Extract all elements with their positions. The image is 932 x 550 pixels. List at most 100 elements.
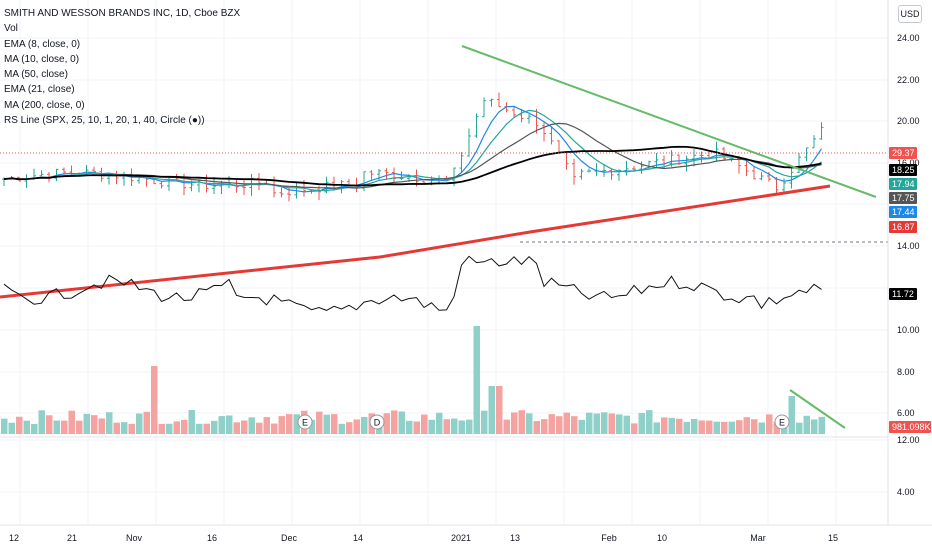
volume-bar — [271, 423, 278, 434]
volume-bar — [623, 415, 630, 434]
volume-bar — [278, 416, 285, 434]
volume-bar — [466, 419, 473, 434]
price-tag — [889, 288, 917, 300]
volume-bar — [556, 416, 563, 434]
event-marker-label: E — [302, 418, 308, 428]
volume-bar — [308, 419, 315, 434]
legend-vol[interactable]: Vol — [4, 23, 18, 35]
volume-bar — [113, 422, 120, 434]
price-tag — [889, 178, 917, 190]
price-tag — [889, 164, 917, 176]
volume-bar — [481, 410, 488, 434]
legend-ema8[interactable]: EMA (8, close, 0) — [4, 38, 81, 50]
event-marker — [369, 414, 385, 430]
volume-bar — [331, 414, 338, 434]
volume-bar — [76, 420, 83, 434]
volume-bar — [188, 410, 195, 434]
volume-bar — [166, 423, 173, 434]
volume-bar — [16, 416, 23, 434]
volume-bar — [1, 418, 8, 434]
volume-bar — [346, 422, 353, 434]
volume-bar — [413, 421, 420, 434]
volume-bar — [736, 420, 743, 434]
volume-bar — [61, 420, 68, 434]
volume-bar — [151, 366, 158, 434]
volume-bar — [436, 412, 443, 434]
volume-bar — [181, 419, 188, 434]
volume-bar — [713, 421, 720, 434]
volume-bar — [526, 413, 533, 434]
volume-bar — [263, 417, 270, 434]
legend-ema21[interactable]: EMA (21, close) — [4, 84, 75, 96]
volume-bar — [563, 412, 570, 434]
volume-bar — [676, 418, 683, 434]
volume-bar — [83, 413, 90, 434]
volume-bar — [548, 414, 555, 434]
volume-bar — [46, 415, 53, 434]
price-axis-tick: 24.00 — [897, 33, 920, 43]
volume-bar — [638, 412, 645, 434]
volume-bar — [406, 420, 413, 434]
volume-bar — [683, 421, 690, 434]
volume-bar — [503, 419, 510, 434]
volume-bar — [593, 413, 600, 434]
legend-rs-line[interactable]: RS Line (SPX, 25, 10, 1, 20, 1, 40, Circ… — [4, 115, 205, 127]
price-tag — [889, 192, 917, 204]
volume-bar — [398, 411, 405, 434]
time-axis-tick: 13 — [510, 533, 520, 543]
volume-bar — [721, 421, 728, 434]
volume-bar — [601, 412, 608, 434]
volume-bar — [143, 411, 150, 434]
time-axis-tick: 21 — [67, 533, 77, 543]
volume-bar — [203, 423, 210, 434]
volume-bar — [473, 326, 480, 434]
time-axis-tick: 12 — [9, 533, 19, 543]
volume-bar — [158, 423, 165, 434]
legend-ma200[interactable]: MA (200, close, 0) — [4, 99, 85, 111]
event-marker — [297, 414, 313, 430]
volume-bar — [8, 422, 15, 434]
price-tag — [889, 221, 917, 233]
price-tag-label: 17.75 — [892, 193, 915, 203]
volume-bar — [631, 423, 638, 434]
volume-bar — [608, 413, 615, 434]
time-axis-tick: 10 — [657, 533, 667, 543]
volume-bar — [353, 419, 360, 434]
volume-bar — [421, 414, 428, 434]
volume-bar — [31, 423, 38, 434]
price-axis-tick: 22.00 — [897, 75, 920, 85]
volume-bar — [91, 415, 98, 434]
price-axis-tick: 16.00 — [897, 158, 920, 168]
price-tag-label: 16.87 — [892, 222, 915, 232]
volume-bar — [98, 418, 105, 434]
time-axis-tick: Feb — [601, 533, 617, 543]
volume-bar — [773, 421, 780, 434]
volume-bar — [488, 386, 495, 434]
price-tag — [889, 147, 917, 159]
volume-bar — [248, 417, 255, 434]
legend-ma50[interactable]: MA (50, close) — [4, 69, 68, 81]
volume-bar — [751, 419, 758, 434]
volume-bar — [728, 421, 735, 434]
price-tag — [889, 421, 931, 433]
volume-bar — [496, 386, 503, 434]
volume-bar — [53, 420, 60, 434]
price-tag-label: 29.37 — [892, 148, 915, 158]
price-axis-tick: 6.00 — [897, 408, 915, 418]
price-tag — [889, 206, 917, 218]
volume-bar — [128, 423, 135, 434]
volume-bar — [428, 419, 435, 434]
volume-bar — [661, 417, 668, 434]
chart-legend: SMITH AND WESSON BRANDS INC, 1D, Cboe BZ… — [4, 6, 240, 128]
currency-button[interactable]: USD — [898, 5, 922, 23]
volume-bar — [766, 414, 773, 434]
volume-bar — [256, 422, 263, 434]
legend-ma10[interactable]: MA (10, close, 0) — [4, 53, 80, 65]
price-axis-tick: 10.00 — [897, 325, 920, 335]
volume-bar — [698, 420, 705, 434]
volume-bar — [451, 418, 458, 434]
volume-bar — [316, 411, 323, 434]
volume-bar — [541, 419, 548, 434]
rs-line — [3, 255, 822, 311]
